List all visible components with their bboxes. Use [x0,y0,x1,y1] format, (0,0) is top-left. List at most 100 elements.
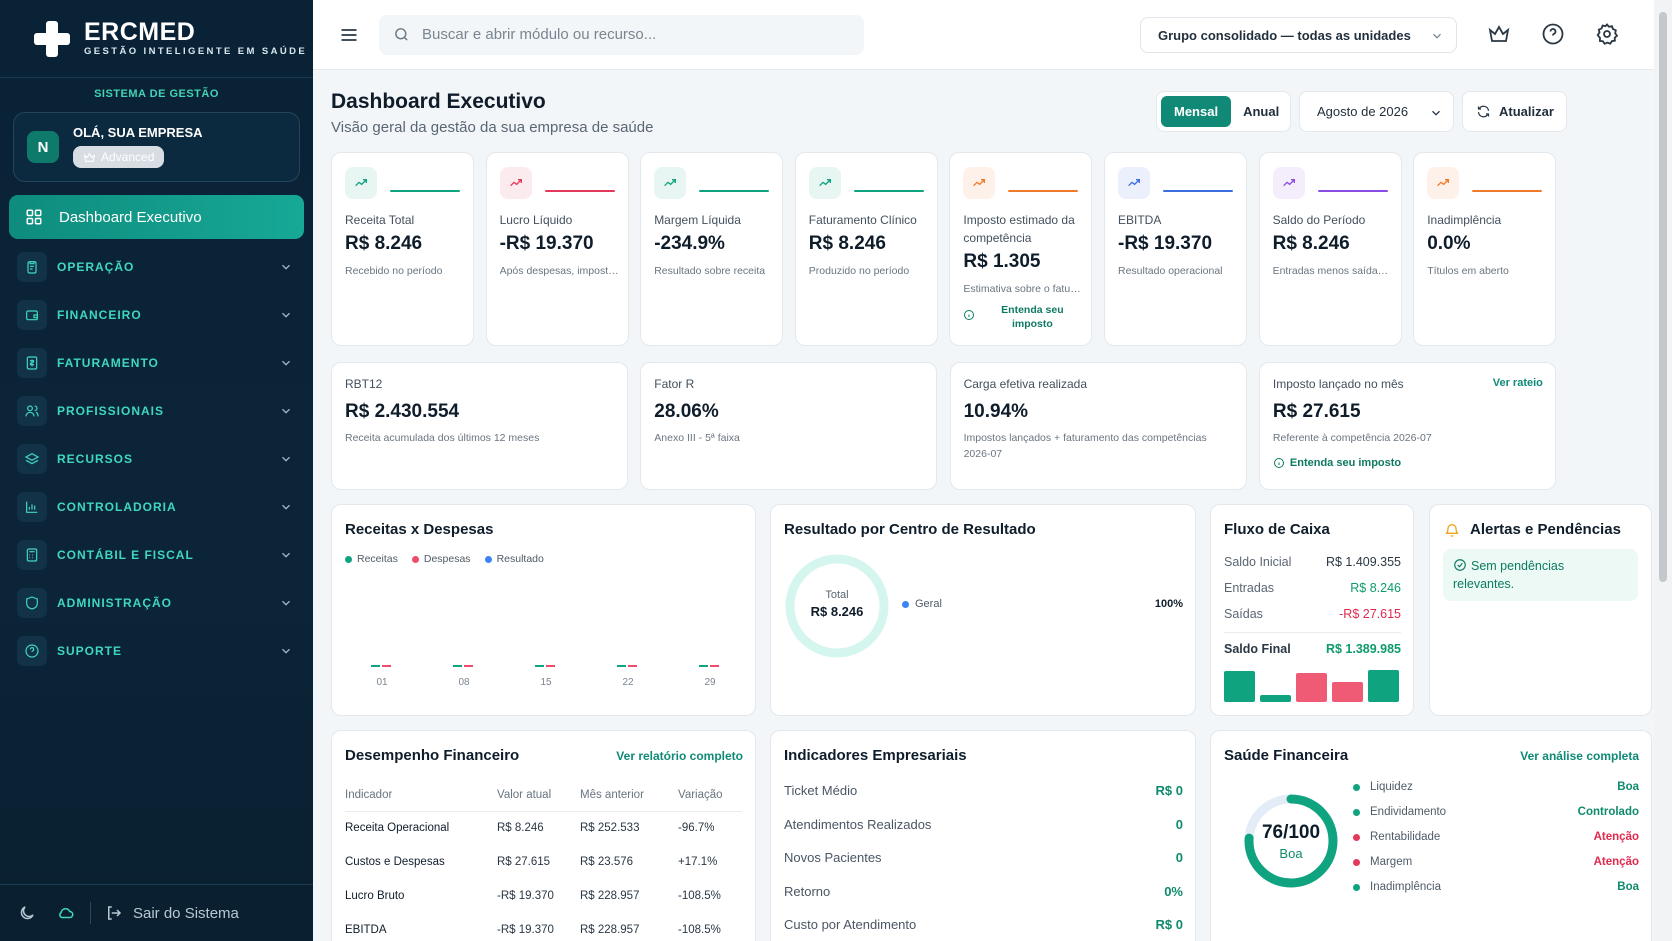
kpi-icon-box [499,167,532,199]
check-circle-icon [1454,559,1466,571]
kpi-card[interactable]: Saldo do Período R$ 8.246 Entradas menos s… [1258,152,1402,346]
kpi-accent-line [1317,190,1388,192]
status-dot [1353,883,1360,891]
kpi-label: Receita Total [345,213,415,227]
kpi-summary-card[interactable]: RBT12 R$ 2.430.554 Receita acumulada dos ú… [331,362,628,490]
help-icon[interactable] [1541,22,1565,46]
annual-button[interactable]: Anual [1243,104,1280,119]
despesas-mark[interactable] [628,665,637,667]
donut-ring[interactable] [785,554,889,658]
despesas-mark[interactable] [546,665,555,667]
kpi-card[interactable]: Receita Total R$ 8.246 Recebido no período [331,152,474,346]
kpi-card[interactable]: Inadimplência 0.0% Títulos em aberto [1413,152,1557,346]
health-status-badge: Boa [1617,781,1639,793]
search-input[interactable] [422,26,822,43]
user-card[interactable]: N OLÁ, SUA EMPRESA Advanced [13,112,300,182]
receitas-mark[interactable] [535,665,544,667]
kpi-card[interactable]: Faturamento Clínico R$ 8.246 Produzido no … [794,152,938,346]
despesas-mark[interactable] [382,665,391,667]
health-item: Margem Atenção [1353,856,1639,868]
kpi-note: Entradas menos saídas realizadas [1272,265,1393,277]
kpi-value: 10.94% [963,401,1029,422]
monthly-button[interactable]: Mensal [1161,96,1232,127]
divider [1224,632,1401,633]
table-row[interactable]: Custos e Despesas R$ 27.615 R$ 23.576 +17.1… [345,845,742,879]
gear-icon[interactable] [1595,22,1619,46]
tax-explain-link[interactable]: Entenda seu imposto [963,303,1083,331]
alerts-card: Alertas e Pendências Sem pendências rele… [1429,504,1652,716]
cash-final-label: Saldo Final [1224,642,1291,656]
cash-bar[interactable] [1296,673,1327,702]
page-header: Dashboard Executivo Visão geral da gestã… [331,90,653,136]
cash-bar[interactable] [1332,682,1363,702]
receitas-mark[interactable] [699,665,708,667]
moon-icon[interactable] [18,904,36,922]
chevron-down-icon [282,504,290,510]
kpi-card[interactable]: Lucro Líquido -R$ 19.370 Após despesas, im… [485,152,629,346]
brand[interactable]: ERCMED GESTÃO INTELIGENTE EM SAÚDE [0,0,313,78]
despesas-mark[interactable] [710,665,719,667]
receitas-mark[interactable] [371,665,380,667]
kpi-accent-line [1472,190,1543,192]
table-row[interactable]: Lucro Bruto -R$ 19.370 R$ 228.957 -108.5% [345,879,742,913]
health-status: Boa [1279,846,1303,861]
sidebar-item-operacao[interactable]: OPERAÇÃO [0,243,313,291]
month-select[interactable]: Agosto de 2026 [1299,91,1454,132]
chevron-down-icon [1433,33,1441,39]
indicator-value: R$ 0 [1155,783,1183,798]
legend-item-receitas[interactable]: Receitas [345,553,398,565]
kpi-summary-card[interactable]: Carga efetiva realizada 10.94% Impostos la… [949,362,1247,490]
sidebar-icon-box [17,636,47,666]
tax-explain-link[interactable]: Entenda seu imposto [1273,457,1401,469]
main-content: Grupo consolidado — todas as unidades Da… [313,0,1672,941]
table-row[interactable]: Receita Operacional R$ 8.246 R$ 252.533 -96… [345,811,742,845]
logout-label: Sair do Sistema [133,904,239,922]
invoice-icon [26,356,38,370]
performance-table: Indicador Valor atual Mês anterior Varia… [345,779,742,941]
crown-icon[interactable] [1487,22,1511,46]
alert-empty-state: Sem pendências relevantes. [1443,549,1638,601]
legend-item-despesas[interactable]: Despesas [411,553,471,565]
sidebar-item-controladoria[interactable]: CONTROLADORIA [0,483,313,531]
kpi-card[interactable]: Imposto estimado da competência R$ 1.305 E… [949,152,1093,346]
legend-item-resultado[interactable]: Resultado [484,553,544,565]
view-apportionment-link[interactable]: Ver rateio [1492,377,1543,389]
kpi-summary-card[interactable]: Fator R 28.06% Anexo III - 5ª faixa [640,362,938,490]
x-tick-label: 22 [622,677,634,688]
cloud-icon[interactable] [56,904,76,922]
kpi-card[interactable]: Margem Líquida -234.9% Resultado sobre rec… [640,152,784,346]
menu-icon[interactable] [339,25,359,45]
health-label: Inadimplência [1370,881,1441,893]
despesas-mark[interactable] [464,665,473,667]
receitas-mark[interactable] [617,665,626,667]
scrollbar[interactable] [1654,0,1672,941]
sidebar-item-profissionais[interactable]: PROFISSIONAIS [0,387,313,435]
chevron-down-icon [282,456,290,462]
section-title: Resultado por Centro de Resultado [784,521,1036,538]
receitas-mark[interactable] [453,665,462,667]
cash-bar[interactable] [1368,670,1399,702]
indicator-row: Retorno 0% [784,884,1183,899]
trend-up-icon [1282,179,1295,187]
sidebar-item-contabil-e-fiscal[interactable]: CONTÁBIL E FISCAL [0,531,313,579]
sidebar-item-recursos[interactable]: RECURSOS [0,435,313,483]
logout-button[interactable]: Sair do Sistema [105,904,239,922]
kpi-summary-card[interactable]: Imposto lançado no mês R$ 27.615 Referente… [1258,362,1556,490]
sidebar-item-suporte[interactable]: SUPORTE [0,627,313,675]
cash-bar[interactable] [1224,671,1255,702]
search-box[interactable] [379,14,864,55]
unit-group-select[interactable]: Grupo consolidado — todas as unidades [1140,17,1457,53]
sidebar-item-dashboard[interactable]: Dashboard Executivo [9,195,304,239]
scrollbar-thumb[interactable] [1659,12,1667,582]
table-row[interactable]: EBITDA -R$ 19.370 R$ 228.957 -108.5% [345,913,742,941]
status-dot [1353,858,1360,866]
full-report-link[interactable]: Ver relatório completo [616,749,743,763]
sidebar-item-financeiro[interactable]: FINANCEIRO [0,291,313,339]
kpi-card[interactable]: EBITDA -R$ 19.370 Resultado operacional [1104,152,1247,346]
sidebar-item-faturamento[interactable]: FATURAMENTO [0,339,313,387]
full-analysis-link[interactable]: Ver análise completa [1520,749,1639,763]
sidebar-item-administracao[interactable]: ADMINISTRAÇÃO [0,579,313,627]
kpi-note: Após despesas, impostos e repasses [499,265,620,277]
cash-bar[interactable] [1260,695,1291,702]
refresh-button[interactable]: Atualizar [1462,91,1567,132]
